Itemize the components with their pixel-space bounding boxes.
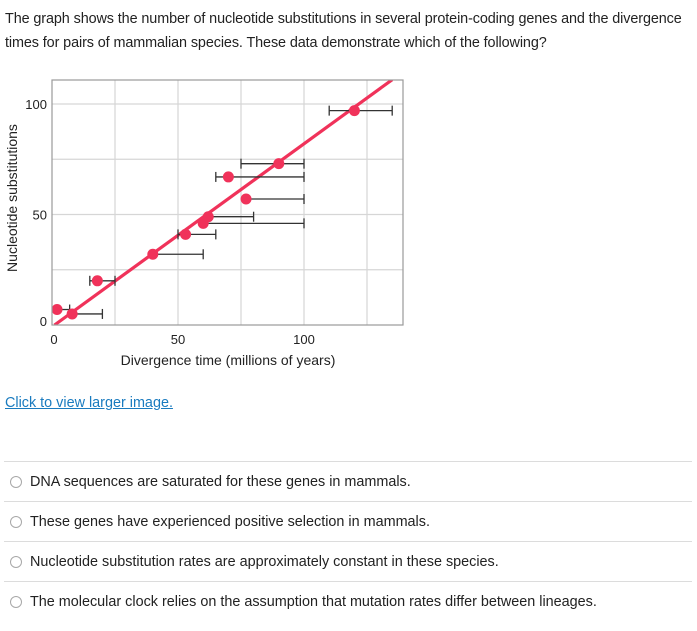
- answer-option-4[interactable]: The molecular clock relies on the assump…: [4, 581, 692, 621]
- svg-text:50: 50: [33, 208, 47, 223]
- plot-border: [51, 79, 404, 326]
- radio-button[interactable]: [10, 475, 22, 488]
- answer-option-label: Nucleotide substitution rates are approx…: [30, 553, 499, 570]
- x-axis-label: Divergence time (millions of years): [121, 352, 336, 368]
- answer-option-3[interactable]: Nucleotide substitution rates are approx…: [4, 541, 692, 581]
- svg-text:100: 100: [25, 97, 47, 112]
- substitutions-vs-divergence-chart[interactable]: 0 50 100 0 50 100 Divergence time (millions o…: [0, 70, 420, 370]
- regression-line: [53, 80, 394, 325]
- answer-option-label: These genes have experienced positive se…: [30, 513, 430, 530]
- radio-button[interactable]: [10, 595, 22, 608]
- axis-tick-labels: 0 50 100 0 50 100: [25, 97, 315, 347]
- svg-text:50: 50: [171, 332, 185, 347]
- svg-text:0: 0: [50, 332, 57, 347]
- radio-button[interactable]: [10, 555, 22, 568]
- chart-grid: [52, 80, 403, 325]
- svg-text:100: 100: [293, 332, 315, 347]
- radio-button[interactable]: [10, 515, 22, 528]
- svg-text:0: 0: [40, 314, 47, 329]
- data-points: [51, 105, 360, 320]
- answer-option-1[interactable]: DNA sequences are saturated for these ge…: [4, 461, 692, 501]
- answer-option-label: DNA sequences are saturated for these ge…: [30, 473, 411, 490]
- y-axis-label: Nucleotide substitutions: [4, 124, 20, 272]
- chart-svg: 0 50 100 0 50 100 Divergence time (millions o…: [4, 79, 404, 368]
- answer-option-label: The molecular clock relies on the assump…: [30, 593, 597, 610]
- answer-options: DNA sequences are saturated for these ge…: [4, 461, 692, 621]
- view-larger-image-link[interactable]: Click to view larger image.: [5, 395, 173, 411]
- question-text: The graph shows the number of nucleotide…: [5, 11, 682, 51]
- answer-option-2[interactable]: These genes have experienced positive se…: [4, 501, 692, 541]
